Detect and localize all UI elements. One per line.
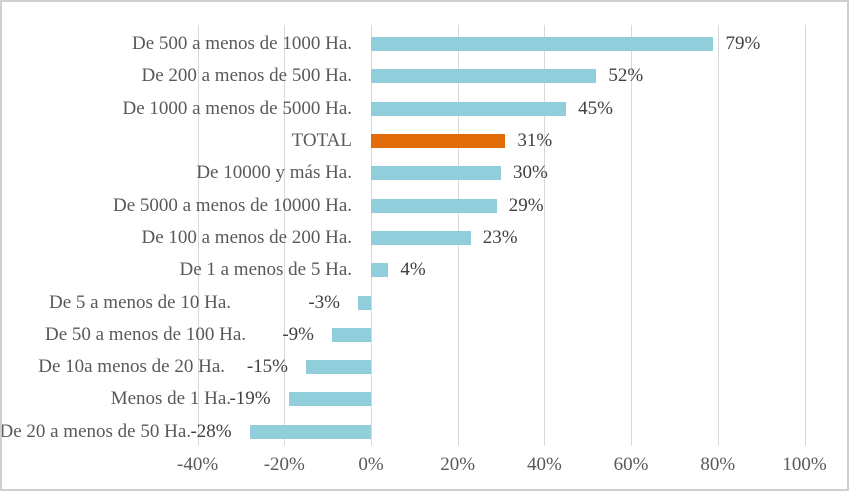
gridline bbox=[717, 25, 719, 446]
bar bbox=[371, 69, 597, 84]
x-tick-label: 40% bbox=[526, 454, 562, 475]
category-label: De 5000 a menos de 10000 Ha. bbox=[112, 194, 352, 216]
category-label: De 1 a menos de 5 Ha. bbox=[179, 259, 352, 281]
value-label: -19% bbox=[229, 388, 271, 410]
bar-total bbox=[371, 134, 506, 149]
bar bbox=[371, 198, 497, 213]
category-label: De 10a menos de 20 Ha. bbox=[38, 356, 225, 378]
value-label: -9% bbox=[282, 323, 314, 345]
category-label: De 200 a menos de 500 Ha. bbox=[141, 65, 352, 87]
gridline bbox=[804, 25, 806, 446]
x-tick-label: 80% bbox=[700, 454, 736, 475]
value-label: 79% bbox=[725, 33, 761, 55]
value-label: 31% bbox=[517, 130, 553, 152]
bar bbox=[371, 101, 567, 116]
bar bbox=[371, 230, 471, 245]
category-label: TOTAL bbox=[291, 130, 352, 152]
category-label: De 50 a menos de 100 Ha. bbox=[44, 323, 246, 345]
category-label: De 10000 y más Ha. bbox=[196, 162, 352, 184]
x-tick-label: 0% bbox=[358, 454, 384, 475]
gridline bbox=[631, 25, 633, 446]
value-label: 4% bbox=[400, 259, 426, 281]
bar bbox=[288, 392, 371, 407]
x-tick-label: 60% bbox=[613, 454, 649, 475]
value-label: 23% bbox=[482, 226, 518, 248]
category-label: De 500 a menos de 1000 Ha. bbox=[131, 33, 352, 55]
bar bbox=[371, 37, 714, 52]
category-label: De 1000 a menos de 5000 Ha. bbox=[122, 97, 352, 119]
category-label: De 100 a menos de 200 Ha. bbox=[141, 226, 352, 248]
x-tick-label: -20% bbox=[263, 454, 305, 475]
x-tick-label: 100% bbox=[782, 454, 827, 475]
gridline bbox=[197, 25, 199, 446]
value-label: -3% bbox=[308, 291, 340, 313]
value-label: 30% bbox=[513, 162, 548, 184]
gridline bbox=[284, 25, 286, 446]
bar bbox=[331, 327, 371, 342]
value-label: -28% bbox=[190, 420, 232, 442]
bar bbox=[371, 263, 389, 278]
x-tick-label: -40% bbox=[177, 454, 219, 475]
bar bbox=[249, 424, 371, 439]
category-label: De 5 a menos de 10 Ha. bbox=[48, 291, 231, 313]
value-label: 52% bbox=[608, 65, 644, 87]
value-label: 29% bbox=[508, 194, 544, 216]
value-label: 45% bbox=[578, 97, 613, 119]
bar bbox=[357, 295, 371, 310]
x-tick-label: 20% bbox=[440, 454, 476, 475]
bar bbox=[371, 166, 502, 181]
category-label: De 20 a menos de 50 Ha. bbox=[0, 420, 191, 442]
category-label: Menos de 1 Ha. bbox=[110, 388, 231, 410]
bar bbox=[305, 360, 371, 375]
value-label: -15% bbox=[246, 356, 288, 378]
gridline bbox=[544, 25, 546, 446]
